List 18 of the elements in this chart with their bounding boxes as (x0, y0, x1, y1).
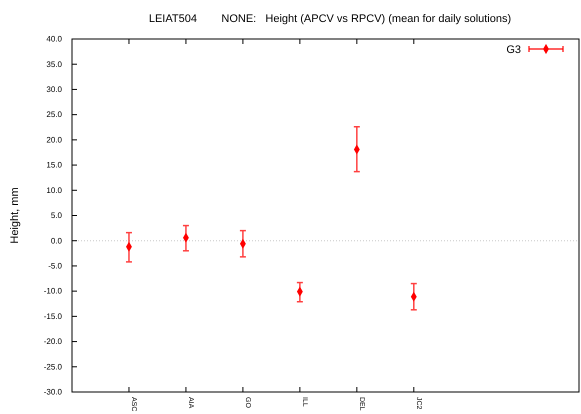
y-tick-label: 25.0 (46, 110, 63, 120)
y-tick-label: 20.0 (46, 135, 63, 144)
y-tick-label: -5.0 (48, 261, 63, 270)
y-tick-label: 15.0 (46, 160, 63, 170)
y-tick-label: 35.0 (46, 60, 63, 69)
chart-title: LEIAT504 NONE: Height (APCV vs RPCV) (mean for daily solutions) (148, 13, 512, 25)
y-tick-label: -25.0 (44, 362, 63, 372)
y-axis-title: Height, mm (9, 187, 21, 244)
y-tick-label: -20.0 (44, 337, 63, 346)
y-tick-label: -10.0 (44, 286, 63, 296)
y-tick-label: 10.0 (46, 186, 63, 195)
y-tick-label: 40.0 (46, 34, 63, 44)
y-tick-label: -15.0 (44, 312, 63, 321)
y-tick-label: 0.0 (50, 236, 63, 246)
legend-label: G3 (506, 44, 521, 56)
y-tick-label: 30.0 (46, 84, 63, 94)
y-tick-label: 5.0 (50, 211, 63, 220)
y-tick-label: -30.0 (44, 388, 63, 397)
